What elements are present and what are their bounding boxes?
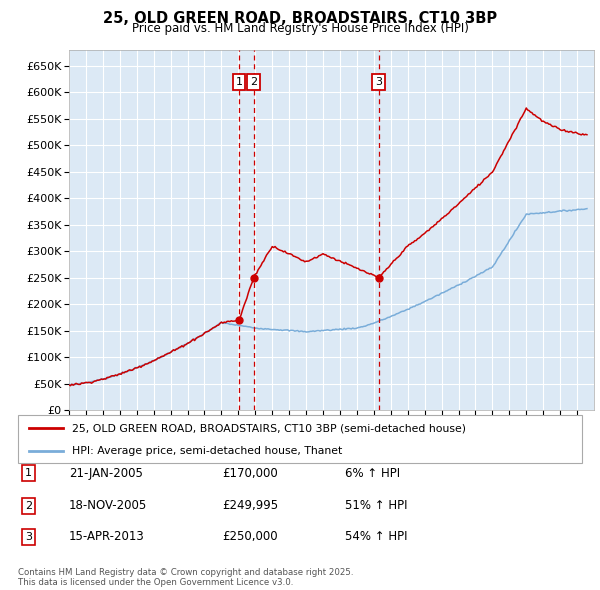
Text: £249,995: £249,995 [222, 499, 278, 512]
Text: 1: 1 [236, 77, 243, 87]
Text: 2: 2 [25, 501, 32, 510]
Text: 21-JAN-2005: 21-JAN-2005 [69, 467, 143, 480]
Text: 18-NOV-2005: 18-NOV-2005 [69, 499, 147, 512]
Text: 1: 1 [25, 468, 32, 478]
Text: 3: 3 [375, 77, 382, 87]
FancyBboxPatch shape [18, 415, 582, 463]
Text: 6% ↑ HPI: 6% ↑ HPI [345, 467, 400, 480]
Text: 54% ↑ HPI: 54% ↑ HPI [345, 530, 407, 543]
Text: Contains HM Land Registry data © Crown copyright and database right 2025.
This d: Contains HM Land Registry data © Crown c… [18, 568, 353, 587]
Text: 25, OLD GREEN ROAD, BROADSTAIRS, CT10 3BP: 25, OLD GREEN ROAD, BROADSTAIRS, CT10 3B… [103, 11, 497, 25]
Text: 15-APR-2013: 15-APR-2013 [69, 530, 145, 543]
Text: HPI: Average price, semi-detached house, Thanet: HPI: Average price, semi-detached house,… [71, 445, 342, 455]
Text: 51% ↑ HPI: 51% ↑ HPI [345, 499, 407, 512]
Text: 25, OLD GREEN ROAD, BROADSTAIRS, CT10 3BP (semi-detached house): 25, OLD GREEN ROAD, BROADSTAIRS, CT10 3B… [71, 423, 466, 433]
Text: £250,000: £250,000 [222, 530, 278, 543]
Text: 2: 2 [250, 77, 257, 87]
Text: £170,000: £170,000 [222, 467, 278, 480]
Text: 3: 3 [25, 532, 32, 542]
Text: Price paid vs. HM Land Registry's House Price Index (HPI): Price paid vs. HM Land Registry's House … [131, 22, 469, 35]
